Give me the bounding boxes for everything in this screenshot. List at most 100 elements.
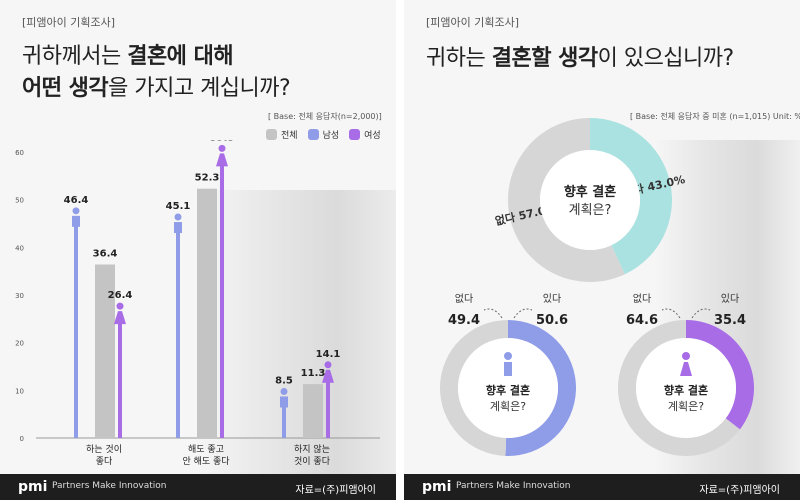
title-text: 귀하께서는: [22, 44, 128, 69]
donut-hole: [458, 338, 558, 438]
bar: [282, 397, 286, 438]
person-icon: [504, 362, 512, 376]
bar: [326, 370, 330, 438]
person-icon: [504, 352, 512, 360]
x-tick-label: 안 해도 좋다: [182, 456, 230, 467]
segment-label: 없다: [455, 292, 473, 305]
segment-value: 64.6: [626, 313, 658, 328]
footer: pmi Partners Make Innovation 자료=(주)피앰아이: [0, 474, 396, 500]
source-credit: 자료=(주)피앰아이: [699, 485, 780, 496]
x-tick-label: 해도 좋고: [188, 444, 224, 455]
person-icon: [174, 222, 182, 234]
title-text: 귀하는: [426, 46, 492, 71]
pmi-logo: pmi: [18, 479, 48, 495]
person-icon: [72, 215, 80, 227]
person-icon: [114, 311, 126, 325]
center-label: 향후 결혼: [664, 383, 708, 397]
center-label: 계획은?: [668, 400, 704, 413]
pointer-arrow: [483, 308, 503, 319]
legend-swatch: [266, 129, 277, 140]
person-icon: [216, 153, 228, 167]
footer: pmi Partners Make Innovation 자료=(주)피앰아이: [404, 474, 800, 500]
center-label: 향후 결혼: [486, 383, 530, 397]
x-tick-label: 것이 좋다: [294, 456, 331, 467]
legend-label: 여성: [364, 131, 381, 141]
person-icon: [280, 396, 288, 408]
donut-segment: [590, 118, 672, 275]
legend-item-male: 남성: [307, 128, 340, 141]
data-label: 45.1: [166, 201, 191, 212]
person-icon: [174, 213, 182, 221]
legend-label: 전체: [281, 131, 298, 141]
base-note: [ Base: 전체 응답자 중 미혼 (n=1,015) Unit: % ]: [630, 112, 800, 121]
segment-label: 없다: [633, 292, 651, 305]
person-icon: [280, 387, 288, 395]
base-note: [ Base: 전체 응답자(n=2,000)]: [268, 112, 382, 121]
segment-value: 50.6: [536, 313, 568, 328]
donut-segment: [617, 320, 740, 457]
donut-segment: [439, 320, 508, 456]
person-icon: [218, 144, 226, 152]
data-label: 11.3: [301, 368, 326, 379]
title-bold: 결혼에 대해: [127, 44, 234, 69]
data-label: 46.4: [64, 195, 89, 206]
survey-tag: [피앰아이 기획조사]: [22, 16, 116, 29]
center-label: 계획은?: [490, 400, 526, 413]
bar: [74, 216, 78, 438]
legend-item-total: 전체: [266, 128, 298, 141]
data-label: 59.5: [210, 140, 235, 143]
wedding-photo: [196, 190, 396, 474]
chart-legend: 전체 남성 여성: [266, 128, 381, 141]
left-panel: [피앰아이 기획조사] 귀하께서는 결혼에 대해 어떤 생각을 가지고 계십니까…: [0, 0, 396, 474]
person-icon: [322, 369, 334, 383]
bar: [176, 223, 180, 438]
segment-label: 있다: [721, 293, 739, 305]
y-tick-label: 0: [20, 435, 24, 443]
y-tick-label: 30: [15, 292, 24, 300]
title-text: 을 가지고 계십니까?: [108, 76, 291, 101]
data-label: 26.4: [108, 290, 133, 301]
data-label: 14.1: [316, 349, 341, 360]
center-label: 계획은?: [569, 203, 612, 218]
bar: [118, 312, 122, 438]
donut-segment: [508, 118, 625, 282]
person-icon: [682, 352, 690, 360]
pmi-logo: pmi: [422, 479, 452, 495]
pointer-arrow: [691, 308, 711, 319]
legend-swatch: [349, 129, 361, 140]
donut-segment: [686, 320, 754, 430]
title-line-1: 귀하께서는 결혼에 대해: [22, 38, 234, 70]
bar: [197, 188, 217, 438]
x-tick-label: 하지 않는: [294, 444, 330, 455]
center-label: 향후 결혼: [564, 184, 616, 200]
data-label: 52.3: [195, 173, 220, 184]
pointer-arrow: [513, 308, 533, 319]
y-tick-label: 60: [15, 149, 24, 157]
legend-label: 남성: [322, 131, 340, 141]
bar: [220, 154, 224, 438]
segment-value: 49.4: [448, 313, 480, 328]
y-tick-label: 10: [15, 387, 24, 395]
bar: [303, 384, 323, 438]
title-text: 이 있으십니까?: [597, 46, 735, 71]
title-bold: 결혼할 생각: [491, 46, 598, 71]
pointer-arrow: [661, 308, 681, 319]
donut-segment: [505, 320, 576, 456]
right-panel: [피앰아이 기획조사] 귀하는 결혼할 생각이 있으십니까? [ Base: 전…: [404, 0, 800, 474]
x-tick-label: 하는 것이: [86, 444, 122, 455]
y-tick-label: 50: [15, 197, 24, 205]
logo-tagline: Partners Make Innovation: [52, 481, 167, 491]
person-icon: [72, 207, 80, 215]
bar: [95, 264, 115, 438]
person-icon: [324, 361, 332, 369]
title-line-2: 어떤 생각을 가지고 계십니까?: [22, 70, 291, 102]
logo-tagline: Partners Make Innovation: [456, 481, 571, 491]
title-bold: 어떤 생각: [22, 76, 109, 101]
legend-swatch: [307, 129, 319, 140]
title-line: 귀하는 결혼할 생각이 있으십니까?: [426, 40, 734, 72]
person-icon: [680, 362, 692, 376]
segment-label: 있다: [543, 293, 561, 305]
survey-tag: [피앰아이 기획조사]: [426, 16, 520, 29]
